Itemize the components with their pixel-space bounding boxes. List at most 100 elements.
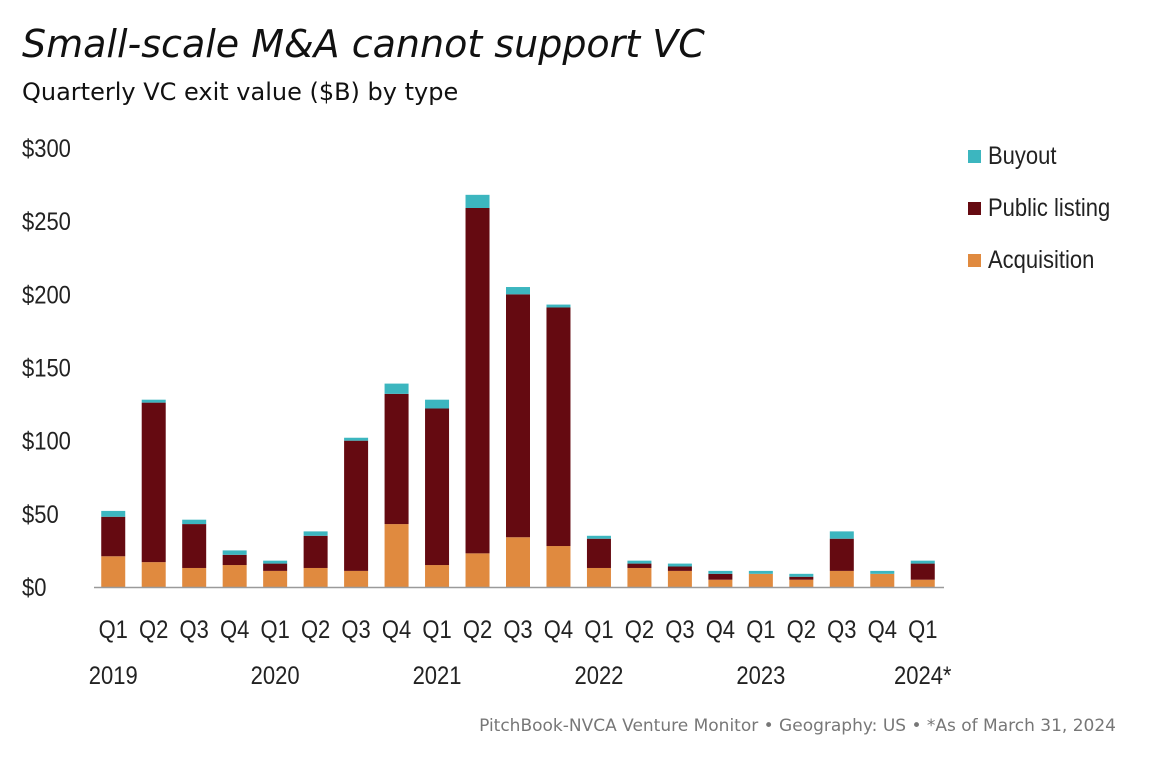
- bar-acquisition: [708, 579, 733, 587]
- bar-buyout: [506, 287, 530, 295]
- bar-acquisition: [222, 565, 247, 587]
- y-tick-label: $50: [22, 501, 59, 529]
- bar-buyout: [101, 510, 126, 517]
- bar-public-listing: [829, 538, 854, 571]
- bar-buyout: [465, 194, 490, 208]
- bar-buyout: [789, 573, 814, 577]
- year-label: 2023: [736, 662, 785, 690]
- bar-public-listing: [465, 207, 490, 554]
- bar-buyout: [182, 519, 207, 525]
- bar-public-listing: [789, 576, 814, 580]
- bar-buyout: [708, 570, 733, 574]
- bar-buyout: [870, 570, 895, 574]
- bar-acquisition: [546, 546, 571, 587]
- bar-acquisition: [425, 565, 450, 587]
- bar-buyout: [222, 550, 247, 555]
- x-tick-label: Q1: [422, 616, 451, 644]
- bar-acquisition: [586, 567, 611, 587]
- bar-public-listing: [586, 538, 611, 568]
- legend-swatch-buyout: [968, 149, 981, 163]
- bar-buyout: [586, 535, 611, 539]
- source-note: PitchBook-NVCA Venture Monitor • Geograp…: [479, 716, 1116, 736]
- x-tick-label: Q4: [382, 616, 411, 644]
- bar-public-listing: [384, 393, 409, 525]
- bar-public-listing: [303, 535, 328, 568]
- x-tick-label: Q3: [827, 616, 856, 644]
- legend-label-acquisition: Acquisition: [988, 245, 1095, 274]
- legend-label-public-listing: Public listing: [988, 193, 1111, 222]
- bar-public-listing: [101, 516, 126, 557]
- bar-buyout: [303, 531, 328, 536]
- x-tick-label: Q4: [706, 616, 735, 644]
- bar-public-listing: [708, 573, 733, 580]
- legend-item-acquisition: Acquisition: [968, 234, 1127, 286]
- bar-acquisition: [870, 573, 895, 587]
- bar-public-listing: [141, 402, 166, 563]
- bar-acquisition: [303, 567, 328, 587]
- y-tick-label: $100: [22, 427, 71, 455]
- legend-swatch-acquisition: [968, 253, 981, 267]
- x-tick-label: Q1: [584, 616, 613, 644]
- bar-buyout: [829, 531, 854, 539]
- bar-public-listing: [263, 563, 288, 571]
- bar-buyout: [141, 399, 166, 403]
- bar-public-listing: [182, 524, 207, 568]
- bar-buyout: [263, 560, 288, 564]
- y-tick-label: $300: [22, 135, 71, 163]
- bar-buyout: [910, 560, 935, 564]
- year-label: 2019: [89, 662, 138, 690]
- x-tick-label: Q2: [301, 616, 330, 644]
- bar-public-listing: [222, 554, 247, 566]
- legend: Buyout Public listing Acquisition: [968, 130, 1127, 286]
- bar-buyout: [627, 560, 652, 564]
- year-label: 2022: [574, 662, 623, 690]
- bar-public-listing: [546, 307, 571, 547]
- bar-public-listing: [667, 566, 692, 571]
- x-tick-label: Q2: [787, 616, 816, 644]
- bar-buyout: [667, 563, 692, 567]
- bar-buyout: [384, 383, 409, 394]
- bar-public-listing: [627, 563, 652, 568]
- bar-buyout: [344, 437, 369, 441]
- x-tick-label: Q3: [503, 616, 532, 644]
- bar-buyout: [425, 399, 450, 409]
- x-tick-label: Q1: [99, 616, 128, 644]
- x-tick-label: Q3: [665, 616, 694, 644]
- bar-acquisition: [141, 562, 166, 587]
- bar-acquisition: [506, 537, 530, 587]
- legend-item-buyout: Buyout: [968, 130, 1127, 182]
- legend-label-buyout: Buyout: [988, 141, 1057, 170]
- x-tick-label: Q1: [260, 616, 289, 644]
- year-label: 2024*: [894, 662, 951, 690]
- x-tick-label: Q2: [463, 616, 492, 644]
- bar-public-listing: [506, 294, 530, 538]
- chart-title: Small-scale M&A cannot support VC: [22, 22, 705, 66]
- legend-swatch-public-listing: [968, 201, 981, 215]
- legend-item-public-listing: Public listing: [968, 182, 1127, 234]
- bar-buyout: [748, 570, 773, 574]
- bar-acquisition: [627, 567, 652, 587]
- bar-acquisition: [465, 553, 490, 587]
- bar-buyout: [546, 304, 571, 308]
- year-label: 2021: [413, 662, 462, 690]
- x-tick-label: Q2: [139, 616, 168, 644]
- x-tick-label: Q2: [625, 616, 654, 644]
- x-tick-label: Q3: [180, 616, 209, 644]
- x-tick-label: Q4: [220, 616, 249, 644]
- x-tick-label: Q3: [341, 616, 370, 644]
- bar-public-listing: [425, 408, 450, 566]
- bar-acquisition: [344, 570, 369, 587]
- bar-public-listing: [344, 440, 369, 571]
- bar-acquisition: [101, 556, 126, 587]
- bar-acquisition: [829, 570, 854, 587]
- y-tick-label: $250: [22, 208, 71, 236]
- bar-acquisition: [384, 524, 409, 587]
- bar-acquisition: [182, 567, 207, 587]
- bar-public-listing: [910, 563, 935, 580]
- x-tick-label: Q4: [544, 616, 573, 644]
- bar-acquisition: [789, 579, 814, 587]
- chart-subtitle: Quarterly VC exit value ($B) by type: [22, 78, 459, 106]
- y-tick-label: $150: [22, 354, 71, 382]
- x-tick-label: Q1: [746, 616, 775, 644]
